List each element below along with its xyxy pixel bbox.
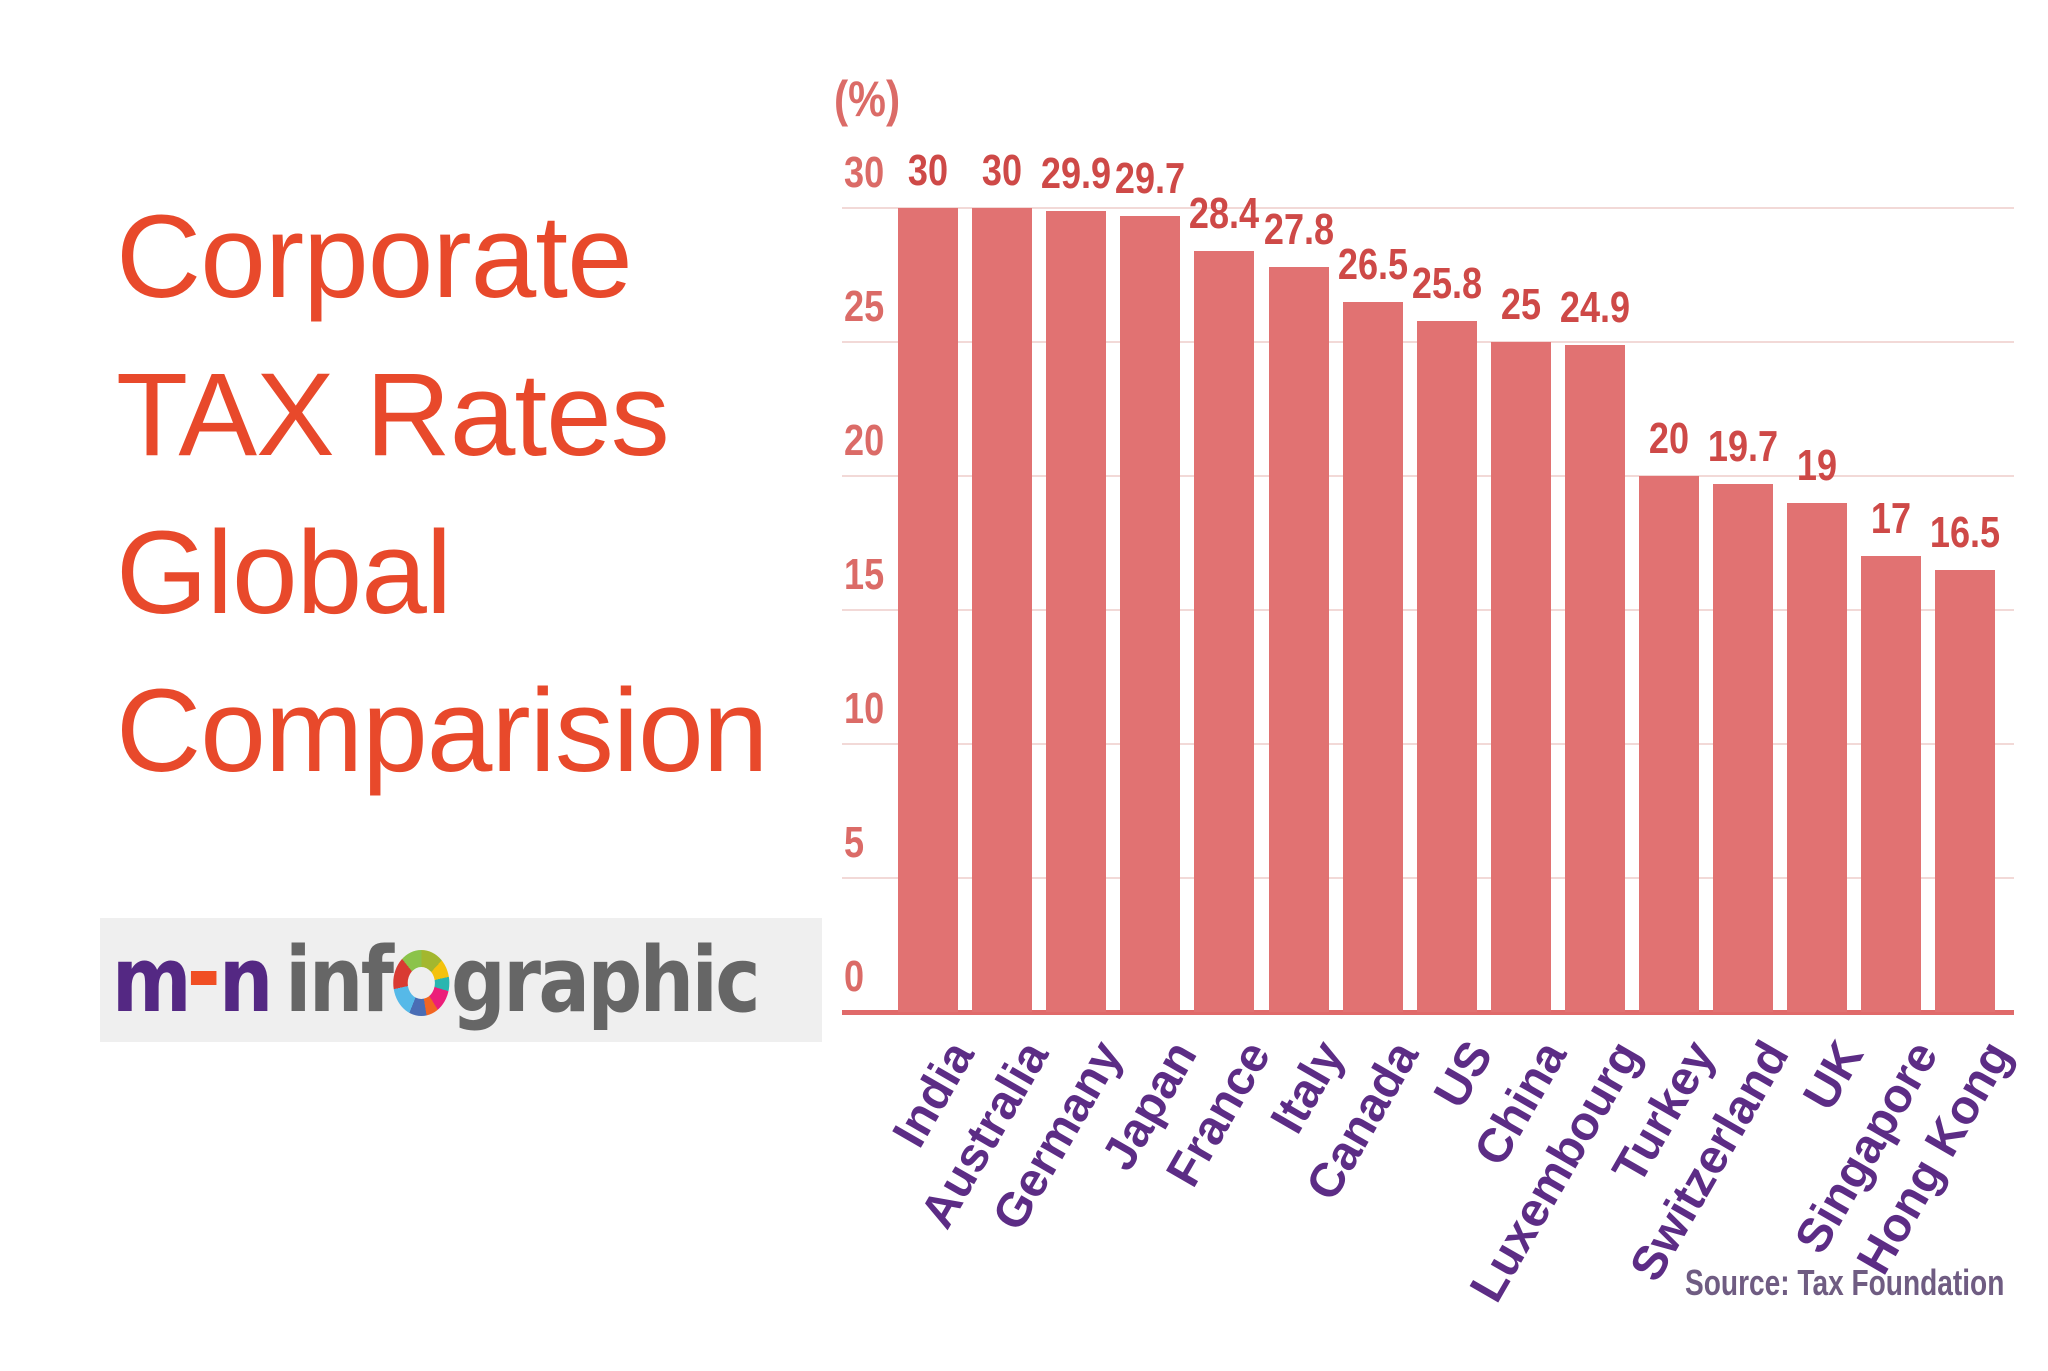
bar-china	[1490, 342, 1551, 1012]
value-label-australia: 30	[982, 146, 1023, 195]
value-label-us: 25.8	[1411, 258, 1482, 308]
y-tick-30: 30	[844, 148, 885, 197]
value-label-china: 25	[1500, 280, 1541, 329]
value-label-singapore: 17	[1871, 494, 1912, 544]
bar-uk	[1787, 502, 1848, 1012]
donut-chart-icon	[393, 949, 450, 1016]
value-label-italy: 27.8	[1263, 204, 1334, 254]
x-axis-line	[842, 1010, 2014, 1015]
logo-text: m n inf graphic	[100, 927, 761, 1033]
logo-inf: inf	[285, 927, 394, 1033]
title-line-3: Global	[116, 507, 452, 639]
value-label-switzerland: 19.7	[1707, 422, 1779, 472]
bar-singapore	[1861, 556, 1922, 1012]
bar-japan	[1120, 216, 1181, 1012]
value-label-japan: 29.7	[1115, 154, 1186, 204]
value-label-turkey: 20	[1648, 414, 1690, 463]
bar-france	[1194, 250, 1255, 1012]
logo-letter-m: m	[111, 927, 192, 1033]
title-line-1: Corporate	[116, 191, 633, 323]
bar-turkey	[1639, 476, 1699, 1012]
title-line-4: Comparision	[116, 665, 768, 797]
bar-hong-kong	[1935, 569, 1996, 1012]
logo: m n inf graphic	[100, 918, 822, 1042]
bar-chart: (%) 0 5 10 15 20 25 30 30 30 29.9 29.7 28.4 27.8 26.5…	[834, 0, 2022, 1371]
bar-india	[898, 208, 958, 1012]
gridline-30	[842, 207, 2014, 209]
bar-luxembourg	[1564, 344, 1625, 1012]
y-tick-20: 20	[844, 416, 885, 465]
bar-switzerland	[1713, 484, 1774, 1012]
logo-hyphen-icon	[190, 970, 217, 985]
value-label-hong-kong: 16.5	[1930, 507, 2001, 557]
value-label-germany: 29.9	[1041, 148, 1112, 198]
value-label-india: 30	[907, 146, 949, 195]
bar-us	[1416, 320, 1477, 1012]
plot-area: 0 5 10 15 20 25 30 30 30 29.9 29.7 28.4 27.8 26.5 25.8…	[842, 146, 2014, 1015]
value-label-uk: 19	[1797, 440, 1838, 490]
y-tick-15: 15	[844, 550, 885, 599]
source-note: Source: Tax Foundation	[1684, 1262, 2004, 1303]
bar-australia	[972, 208, 1033, 1012]
value-label-canada: 26.5	[1337, 239, 1408, 289]
page-title: Corporate TAX Rates Global Comparision	[116, 178, 876, 810]
donut-hole	[407, 966, 435, 999]
y-axis-unit-label: (%)	[834, 71, 901, 127]
y-tick-25: 25	[844, 282, 885, 331]
bar-italy	[1268, 266, 1329, 1012]
logo-letter-n: n	[218, 927, 273, 1033]
value-label-france: 28.4	[1189, 188, 1260, 238]
bar-canada	[1342, 301, 1403, 1012]
y-tick-5: 5	[844, 818, 865, 867]
value-label-luxembourg: 24.9	[1559, 282, 1631, 332]
logo-infographic: inf graphic	[285, 927, 761, 1033]
y-tick-10: 10	[844, 684, 885, 733]
y-tick-0: 0	[844, 952, 865, 1001]
logo-graphic: graphic	[450, 927, 761, 1033]
bar-germany	[1046, 210, 1107, 1012]
title-line-2: TAX Rates	[116, 349, 670, 481]
